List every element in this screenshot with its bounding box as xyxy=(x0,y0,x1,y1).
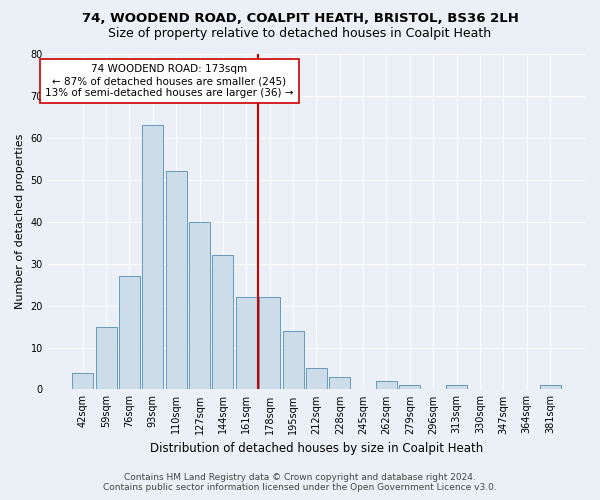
Y-axis label: Number of detached properties: Number of detached properties xyxy=(15,134,25,310)
Bar xyxy=(329,377,350,390)
Bar xyxy=(400,385,421,390)
Bar xyxy=(259,297,280,390)
Bar xyxy=(72,372,93,390)
Bar xyxy=(446,385,467,390)
Text: Size of property relative to detached houses in Coalpit Heath: Size of property relative to detached ho… xyxy=(109,28,491,40)
Bar xyxy=(95,326,116,390)
Text: Contains HM Land Registry data © Crown copyright and database right 2024.
Contai: Contains HM Land Registry data © Crown c… xyxy=(103,473,497,492)
Bar xyxy=(166,172,187,390)
Bar xyxy=(142,126,163,390)
Bar xyxy=(236,297,257,390)
Bar xyxy=(306,368,327,390)
Text: 74, WOODEND ROAD, COALPIT HEATH, BRISTOL, BS36 2LH: 74, WOODEND ROAD, COALPIT HEATH, BRISTOL… xyxy=(82,12,518,26)
Bar xyxy=(189,222,210,390)
Bar xyxy=(539,385,560,390)
X-axis label: Distribution of detached houses by size in Coalpit Heath: Distribution of detached houses by size … xyxy=(150,442,483,455)
Bar xyxy=(212,256,233,390)
Bar xyxy=(283,330,304,390)
Bar xyxy=(119,276,140,390)
Text: 74 WOODEND ROAD: 173sqm
← 87% of detached houses are smaller (245)
13% of semi-d: 74 WOODEND ROAD: 173sqm ← 87% of detache… xyxy=(45,64,293,98)
Bar xyxy=(376,381,397,390)
